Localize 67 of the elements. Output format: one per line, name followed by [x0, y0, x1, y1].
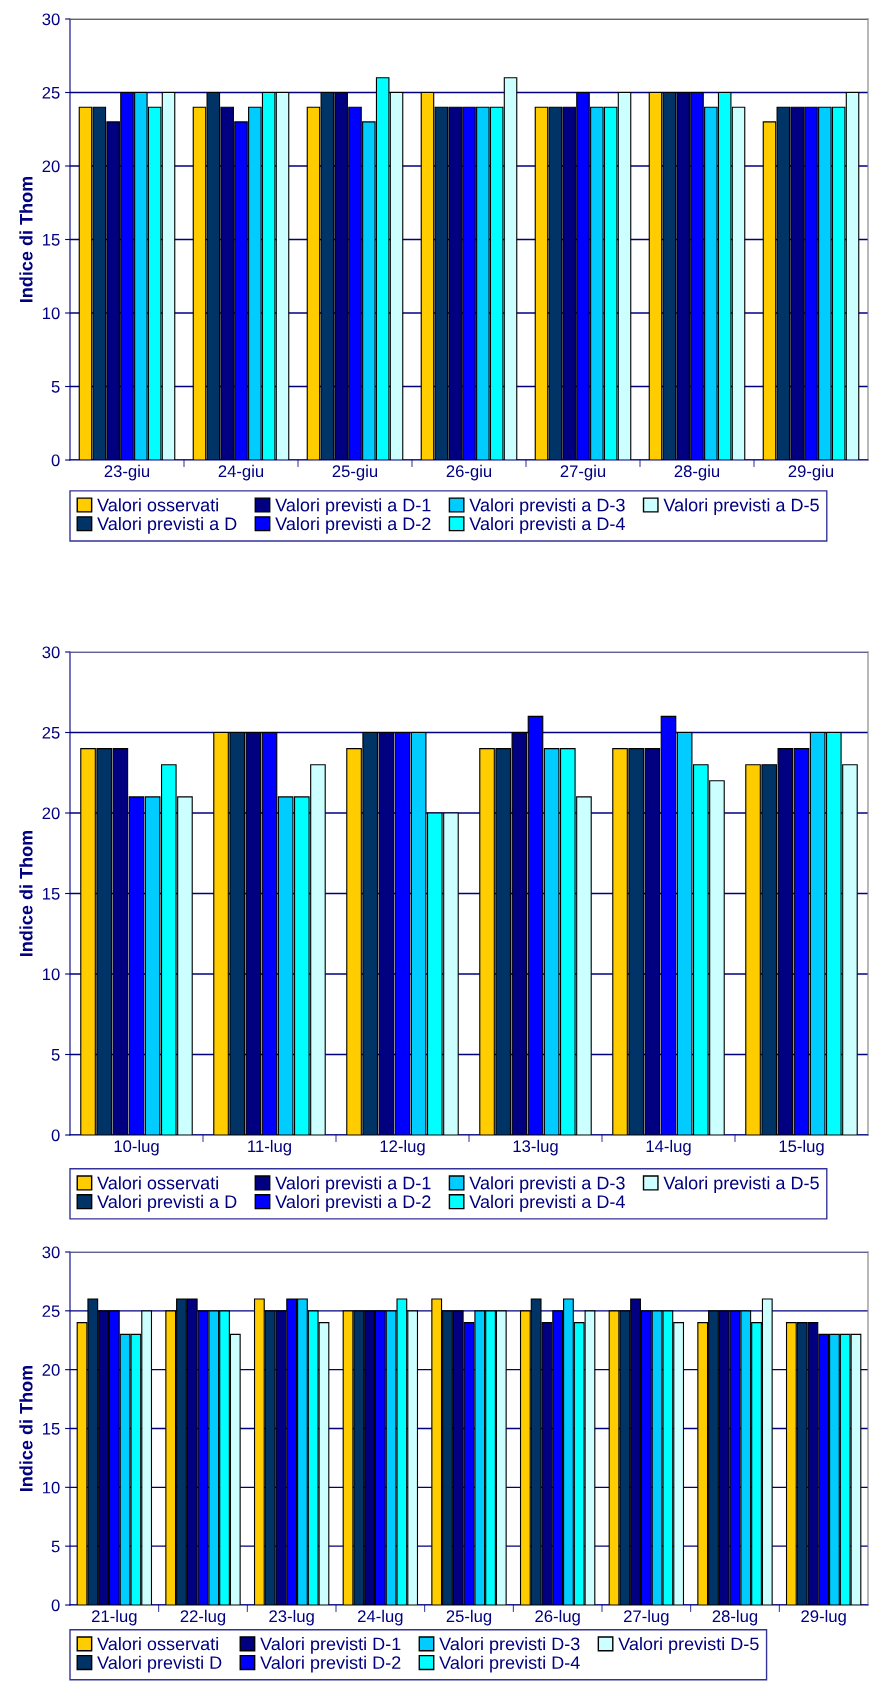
- y-tick-label: 20: [42, 1364, 60, 1376]
- y-tick-label: 10: [43, 968, 60, 981]
- legend-label: Valori previsti D-1: [260, 1637, 401, 1654]
- x-tick-label: 27-giu: [560, 464, 606, 481]
- x-tick-label: 23-giu: [104, 464, 150, 481]
- y-tick-label: 30: [42, 13, 60, 26]
- x-tick-label: 10-lug: [114, 1139, 159, 1156]
- y-tick-label: 5: [51, 1049, 60, 1061]
- legend-label: Valori previsti D: [97, 1655, 222, 1673]
- legend-label: Valori previsti D-4: [439, 1655, 580, 1673]
- legend-label: Valori previsti a D-1: [275, 498, 431, 516]
- legend-label: Valori previsti a D-1: [275, 1176, 431, 1193]
- x-tick-label: 26-giu: [446, 464, 492, 481]
- legend-label: Valori previsti a D-5: [663, 498, 819, 516]
- y-tick-label: 30: [42, 646, 60, 659]
- x-tick-label: 24-giu: [218, 464, 264, 481]
- x-tick-label: 12-lug: [380, 1139, 425, 1156]
- legend-label: Valori osservati: [97, 1176, 218, 1190]
- y-axis-title: Indice di Thom: [19, 830, 33, 956]
- y-tick-label: 25: [42, 86, 60, 99]
- y-tick-label: 0: [51, 1129, 60, 1142]
- x-tick-label: 25-giu: [332, 464, 378, 481]
- y-tick-label: 0: [51, 1599, 60, 1612]
- y-tick-label: 5: [51, 1540, 60, 1553]
- y-tick-label: 20: [42, 807, 60, 820]
- x-tick-label: 29-lug: [801, 1609, 846, 1626]
- y-tick-label: 25: [42, 1305, 60, 1318]
- x-tick-label: 29-giu: [788, 464, 834, 481]
- legend-label: Valori previsti a D-2: [275, 1194, 431, 1212]
- legend-label: Valori previsti a D-5: [663, 1176, 819, 1193]
- y-tick-label: 10: [43, 1481, 60, 1494]
- legend-label: Valori previsti a D-3: [469, 498, 625, 516]
- x-tick-label: 23-lug: [269, 1609, 314, 1626]
- x-tick-label: 14-lug: [646, 1139, 691, 1156]
- legend-label: Valori previsti a D-4: [469, 1194, 625, 1212]
- legend-label: Valori previsti a D-2: [275, 516, 431, 534]
- x-tick-label: 11-lug: [248, 1139, 291, 1156]
- y-tick-label: 15: [43, 1423, 60, 1435]
- legend-label: Valori osservati: [97, 1637, 218, 1651]
- x-tick-label: 13-lug: [513, 1139, 558, 1156]
- legend-label: Valori previsti a D-4: [469, 516, 625, 534]
- x-tick-label: 25-lug: [446, 1609, 492, 1626]
- legend-label: Valori osservati: [97, 498, 218, 512]
- x-tick-label: 26-lug: [535, 1609, 580, 1626]
- legend-label: Valori previsti D-2: [260, 1655, 401, 1673]
- x-tick-label: 28-giu: [674, 464, 720, 481]
- y-tick-label: 15: [43, 888, 60, 900]
- y-tick-label: 30: [42, 1246, 60, 1259]
- x-tick-label: 28-lug: [712, 1609, 758, 1626]
- x-tick-label: 27-lug: [624, 1609, 669, 1626]
- y-tick-label: 20: [42, 160, 60, 173]
- x-tick-label: 24-lug: [358, 1609, 403, 1626]
- x-tick-label: 15-lug: [779, 1139, 824, 1156]
- y-axis-title: Indice di Thom: [19, 176, 33, 302]
- y-tick-label: 0: [51, 454, 60, 467]
- y-tick-label: 15: [43, 234, 60, 246]
- y-axis-title: Indice di Thom: [19, 1365, 33, 1491]
- legend-label: Valori previsti a D: [97, 516, 237, 534]
- legend-label: Valori previsti D-3: [439, 1637, 580, 1654]
- x-tick-label: 21-lug: [92, 1609, 137, 1626]
- y-tick-label: 25: [42, 726, 60, 739]
- y-tick-label: 5: [51, 381, 60, 393]
- legend-label: Valori previsti a D: [97, 1194, 237, 1212]
- legend-label: Valori previsti D-5: [618, 1637, 759, 1654]
- legend-label: Valori previsti a D-3: [469, 1176, 625, 1193]
- y-tick-label: 10: [43, 307, 60, 320]
- x-tick-label: 22-lug: [180, 1609, 226, 1626]
